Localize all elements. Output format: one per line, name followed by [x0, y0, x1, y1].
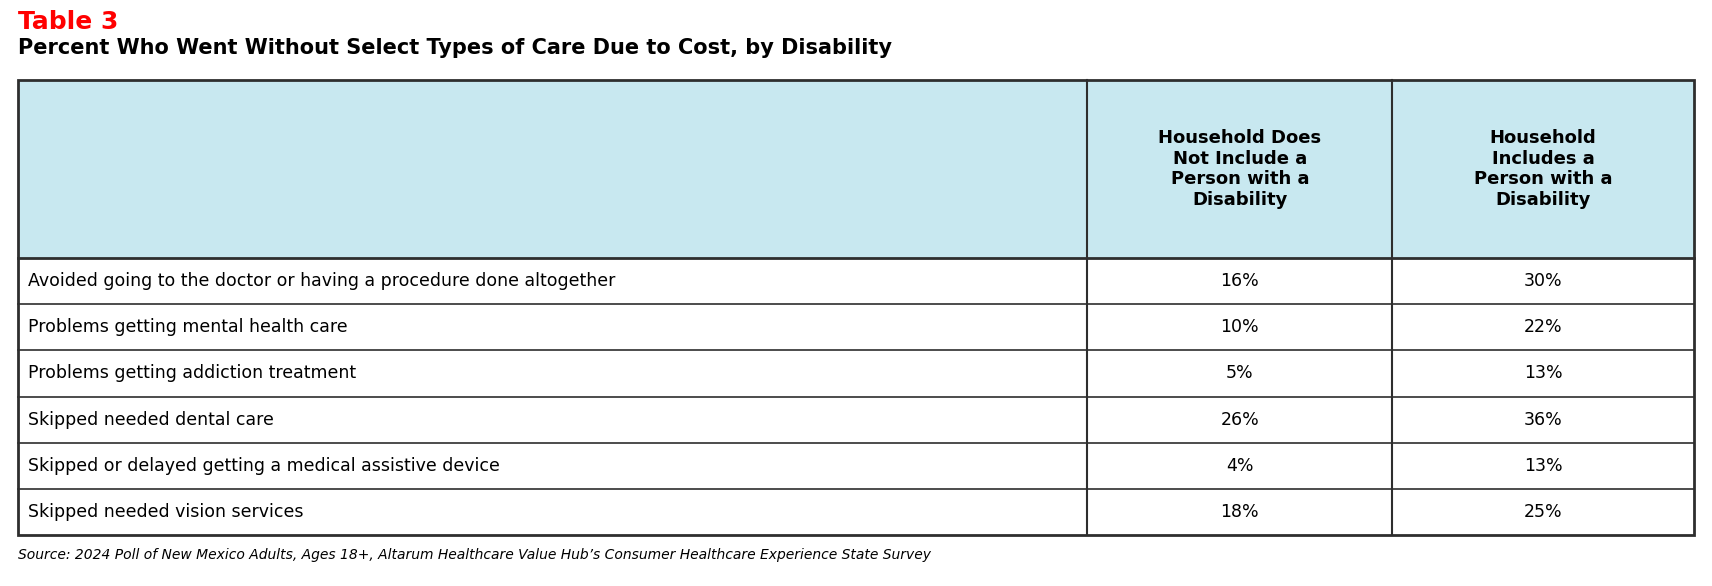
Text: Skipped or delayed getting a medical assistive device: Skipped or delayed getting a medical ass…	[27, 456, 500, 475]
Bar	[19, 80, 1693, 535]
Text: 18%: 18%	[1221, 503, 1258, 521]
Text: Percent Who Went Without Select Types of Care Due to Cost, by Disability: Percent Who Went Without Select Types of…	[19, 38, 892, 58]
Text: Source: 2024 Poll of New Mexico Adults, Ages 18+, Altarum Healthcare Value Hub’s: Source: 2024 Poll of New Mexico Adults, …	[19, 548, 931, 562]
Text: Avoided going to the doctor or having a procedure done altogether: Avoided going to the doctor or having a …	[27, 272, 615, 290]
Text: Problems getting mental health care: Problems getting mental health care	[27, 318, 348, 336]
Text: 30%: 30%	[1524, 272, 1563, 290]
Text: 13%: 13%	[1524, 364, 1563, 383]
Text: Skipped needed vision services: Skipped needed vision services	[27, 503, 303, 521]
Text: 26%: 26%	[1221, 411, 1260, 428]
Text: 36%: 36%	[1524, 411, 1563, 428]
Text: 22%: 22%	[1524, 318, 1563, 336]
Text: Household
Includes a
Person with a
Disability: Household Includes a Person with a Disab…	[1474, 129, 1613, 209]
Text: Household Does
Not Include a
Person with a
Disability: Household Does Not Include a Person with…	[1159, 129, 1322, 209]
Text: 13%: 13%	[1524, 456, 1563, 475]
Text: 5%: 5%	[1226, 364, 1253, 383]
Text: 25%: 25%	[1524, 503, 1563, 521]
Text: 10%: 10%	[1221, 318, 1258, 336]
Text: 4%: 4%	[1226, 456, 1253, 475]
Text: Table 3: Table 3	[19, 10, 118, 34]
Bar	[19, 80, 1693, 258]
Text: 16%: 16%	[1221, 272, 1260, 290]
Text: Problems getting addiction treatment: Problems getting addiction treatment	[27, 364, 356, 383]
Text: Skipped needed dental care: Skipped needed dental care	[27, 411, 274, 428]
